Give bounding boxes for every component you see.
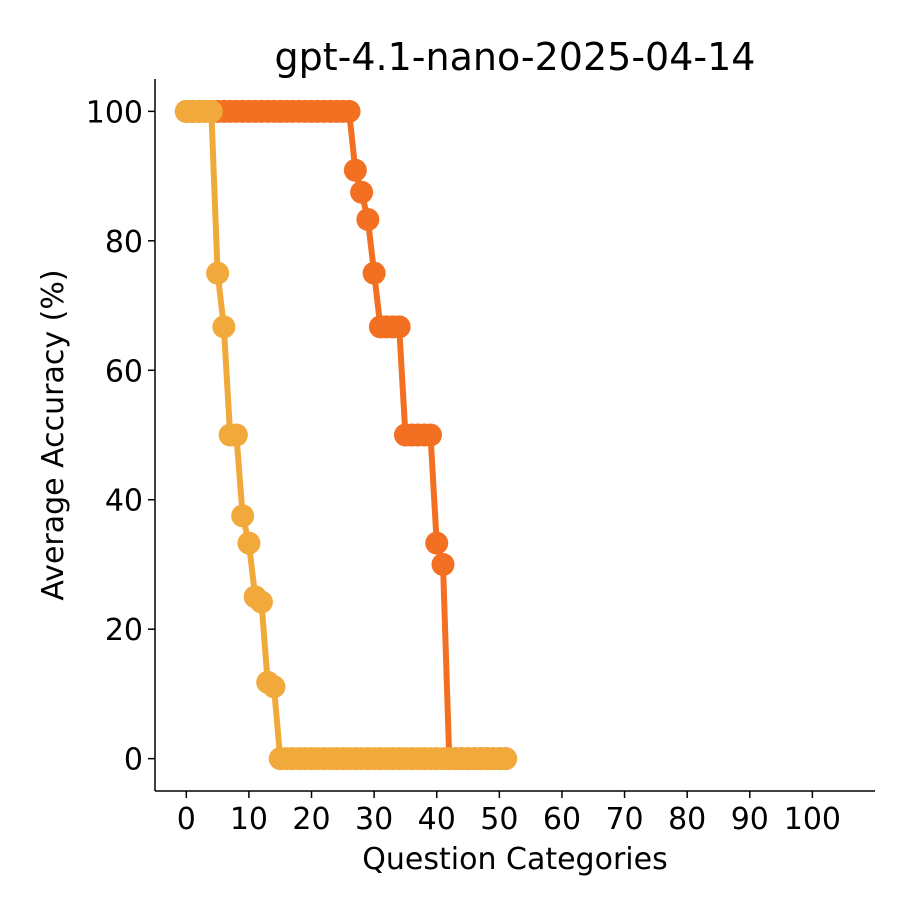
x-tick-label: 50 [480, 802, 518, 837]
series-layer [174, 99, 518, 771]
x-tick-label: 100 [784, 802, 841, 837]
x-tick-label: 10 [230, 802, 268, 837]
data-point [350, 180, 374, 204]
data-point [431, 552, 455, 576]
y-tick-label: 100 [86, 95, 143, 130]
x-axis-label: Question Categories [362, 842, 667, 877]
data-point [337, 99, 361, 123]
data-point [212, 315, 236, 339]
x-tick-label: 60 [543, 802, 581, 837]
chart-title: gpt-4.1-nano-2025-04-14 [275, 35, 756, 79]
series-2 [174, 99, 518, 771]
x-tick-label: 30 [355, 802, 393, 837]
x-tick-label: 80 [668, 802, 706, 837]
data-point [237, 531, 261, 555]
data-point [425, 531, 449, 555]
y-axis-label: Average Accuracy (%) [36, 269, 71, 600]
data-point [199, 99, 223, 123]
data-point [231, 504, 255, 528]
axes: 0 10 20 30 40 50 60 70 80 90 100 0 20 40 60 80 100 [86, 79, 875, 837]
y-tick-label: 40 [105, 484, 143, 519]
x-tick-label: 0 [177, 802, 196, 837]
data-point [362, 261, 386, 285]
data-point [249, 590, 273, 614]
y-tick-label: 20 [105, 613, 143, 648]
x-tick-label: 90 [731, 802, 769, 837]
x-tick-label: 70 [605, 802, 643, 837]
data-point [418, 423, 442, 447]
data-point [262, 675, 286, 699]
data-point [224, 423, 248, 447]
data-point [206, 261, 230, 285]
y-tick-label: 60 [105, 354, 143, 389]
data-point [356, 207, 380, 231]
data-point [387, 315, 411, 339]
x-tick-label: 20 [292, 802, 330, 837]
x-tick-label: 40 [418, 802, 456, 837]
y-tick-label: 80 [105, 225, 143, 260]
y-tick-label: 0 [124, 743, 143, 778]
data-point [494, 747, 518, 771]
data-point [343, 158, 367, 182]
